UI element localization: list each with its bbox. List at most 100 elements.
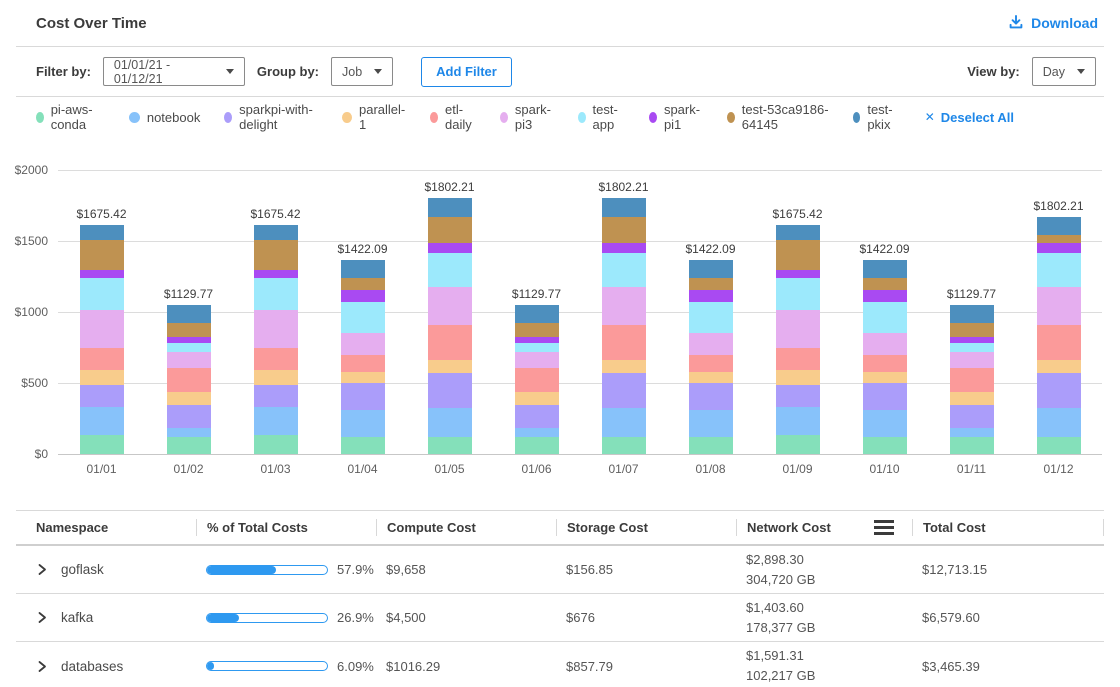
legend-label: etl-daily bbox=[445, 102, 472, 132]
bar-segment-test-app bbox=[340, 302, 385, 333]
bar-segment-sparkpi-with-delight bbox=[166, 404, 211, 428]
bar-segment-etl-daily bbox=[949, 367, 994, 392]
col-header-storage-cost: Storage Cost bbox=[556, 519, 736, 536]
legend-item-spark-pi1[interactable]: spark-pi1 bbox=[648, 102, 703, 132]
bar-segment-parallel-1 bbox=[514, 391, 559, 405]
chevron-right-icon[interactable] bbox=[36, 611, 48, 624]
stacked-bar-01/12[interactable] bbox=[1036, 217, 1081, 454]
legend-item-notebook[interactable]: notebook bbox=[128, 110, 200, 125]
bar-segment-pi-aws-conda bbox=[688, 436, 733, 454]
stacked-bar-01/11[interactable] bbox=[949, 304, 994, 454]
bar-segment-test-pkix bbox=[340, 259, 385, 278]
col-header-namespace: Namespace bbox=[36, 520, 109, 535]
namespace-label: databases bbox=[61, 658, 124, 674]
stacked-bar-01/02[interactable] bbox=[166, 304, 211, 454]
bar-segment-test-app bbox=[1036, 253, 1081, 287]
stacked-bar-01/09[interactable] bbox=[775, 224, 820, 454]
stacked-bar-01/06[interactable] bbox=[514, 304, 559, 454]
legend-label: parallel-1 bbox=[359, 102, 406, 132]
table-row-databases[interactable]: databases 6.09% $1016.29 $857.79 $1,591.31 10… bbox=[16, 642, 1104, 687]
bar-segment-spark-pi3 bbox=[166, 351, 211, 368]
bar-segment-parallel-1 bbox=[340, 372, 385, 383]
bar-segment-sparkpi-with-delight bbox=[79, 384, 124, 408]
stacked-bar-01/10[interactable] bbox=[862, 259, 907, 454]
stacked-bar-01/07[interactable] bbox=[601, 198, 646, 454]
bar-segment-test-53ca9186-64145 bbox=[427, 217, 472, 244]
network-cost-cell: $1,403.60 178,377 GB bbox=[736, 598, 912, 638]
bar-segment-test-53ca9186-64145 bbox=[514, 322, 559, 337]
network-gb-value: 178,377 GB bbox=[746, 619, 816, 635]
legend-item-parallel-1[interactable]: parallel-1 bbox=[342, 102, 406, 132]
date-range-value: 01/01/21 - 01/12/21 bbox=[113, 57, 171, 86]
bar-segment-spark-pi1 bbox=[862, 289, 907, 303]
bar-segment-test-53ca9186-64145 bbox=[688, 277, 733, 290]
bar-segment-etl-daily bbox=[166, 367, 211, 392]
bar-segment-sparkpi-with-delight bbox=[688, 382, 733, 410]
bar-segment-etl-daily bbox=[79, 348, 124, 371]
bar-segment-notebook bbox=[166, 427, 211, 437]
bar-segment-spark-pi3 bbox=[862, 333, 907, 355]
pct-cell: 6.09% bbox=[196, 659, 376, 674]
bar-segment-test-app bbox=[775, 278, 820, 311]
bar-segment-sparkpi-with-delight bbox=[427, 373, 472, 408]
bar-segment-spark-pi3 bbox=[775, 310, 820, 349]
table-row-kafka[interactable]: kafka 26.9% $4,500 $676 $1,403.60 178,377 GB $… bbox=[16, 594, 1104, 642]
view-by-select[interactable]: Day bbox=[1031, 57, 1096, 86]
col-header-network-cost: Network Cost bbox=[736, 519, 912, 536]
stacked-bar-01/08[interactable] bbox=[688, 259, 733, 454]
legend-item-spark-pi3[interactable]: spark-pi3 bbox=[499, 102, 554, 132]
namespace-label: goflask bbox=[61, 562, 104, 577]
stacked-bar-01/01[interactable] bbox=[79, 224, 124, 454]
total-cost-value: $12,713.15 bbox=[922, 562, 988, 577]
compute-cost-value: $9,658 bbox=[386, 562, 426, 577]
view-by-value: Day bbox=[1042, 64, 1065, 79]
table-row-goflask[interactable]: goflask 57.9% $9,658 $156.85 $2,898.30 304,72… bbox=[16, 546, 1104, 594]
stacked-bar-01/03[interactable] bbox=[253, 224, 298, 454]
deselect-all-button[interactable]: ✕ Deselect All bbox=[925, 110, 1014, 125]
bar-segment-pi-aws-conda bbox=[1036, 436, 1081, 454]
pct-progress-fill bbox=[207, 662, 215, 670]
chevron-right-icon[interactable] bbox=[36, 563, 48, 576]
chevron-right-icon[interactable] bbox=[36, 660, 48, 673]
date-range-select[interactable]: 01/01/21 - 01/12/21 bbox=[102, 57, 245, 86]
pct-value: 57.9% bbox=[337, 562, 374, 577]
pct-progress-bar bbox=[206, 661, 328, 671]
bar-segment-etl-daily bbox=[862, 355, 907, 373]
legend-item-test-53ca9186-64145[interactable]: test-53ca9186-64145 bbox=[727, 102, 829, 132]
legend-item-test-app[interactable]: test-app bbox=[577, 102, 625, 132]
gridline bbox=[58, 383, 1102, 384]
bar-segment-parallel-1 bbox=[862, 372, 907, 383]
legend-item-etl-daily[interactable]: etl-daily bbox=[430, 102, 475, 132]
legend-dot-icon bbox=[224, 111, 233, 123]
bar-segment-pi-aws-conda bbox=[253, 435, 298, 454]
network-gb-value: 102,217 GB bbox=[746, 668, 816, 683]
pct-cell: 57.9% bbox=[196, 562, 376, 577]
table-settings-icon[interactable] bbox=[874, 520, 894, 535]
bar-total-label: $1422.09 bbox=[685, 241, 736, 256]
pct-value: 6.09% bbox=[337, 658, 374, 674]
network-cost-cell: $2,898.30 304,720 GB bbox=[736, 550, 912, 590]
bar-segment-test-53ca9186-64145 bbox=[775, 240, 820, 270]
table-body: goflask 57.9% $9,658 $156.85 $2,898.30 304,72… bbox=[16, 546, 1104, 687]
pct-progress-bar bbox=[206, 564, 328, 575]
bar-segment-test-app bbox=[166, 342, 211, 352]
gridline bbox=[58, 241, 1102, 242]
bar-segment-parallel-1 bbox=[688, 372, 733, 383]
deselect-all-label: Deselect All bbox=[940, 109, 1014, 125]
bar-segment-test-app bbox=[601, 253, 646, 287]
bar-segment-parallel-1 bbox=[79, 370, 124, 385]
download-button[interactable]: Download bbox=[1008, 14, 1098, 33]
download-label: Download bbox=[1031, 15, 1098, 31]
group-by-select[interactable]: Job bbox=[331, 57, 394, 86]
legend-item-test-pkix[interactable]: test-pkix bbox=[852, 102, 901, 132]
stacked-bar-01/04[interactable] bbox=[340, 259, 385, 454]
stacked-bar-01/05[interactable] bbox=[427, 198, 472, 454]
add-filter-button[interactable]: Add Filter bbox=[421, 56, 512, 87]
x-axis-tick-label: 01/10 bbox=[869, 462, 900, 476]
bar-segment-test-53ca9186-64145 bbox=[1036, 235, 1081, 244]
legend-dot-icon bbox=[727, 111, 735, 123]
legend-item-sparkpi-with-delight[interactable]: sparkpi-with-delight bbox=[224, 102, 318, 132]
bar-segment-test-53ca9186-64145 bbox=[79, 240, 124, 270]
legend-item-pi-aws-conda[interactable]: pi-aws-conda bbox=[36, 102, 105, 132]
